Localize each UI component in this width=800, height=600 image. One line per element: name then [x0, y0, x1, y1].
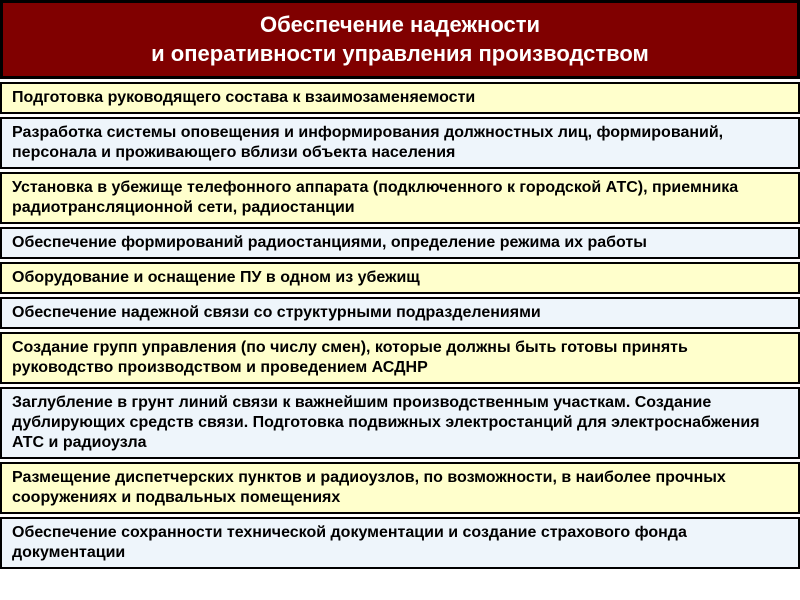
items-list: Подготовка руководящего состава к взаимо…	[0, 82, 800, 569]
header-line-2: и оперативности управления производством	[13, 40, 787, 69]
list-item: Обеспечение сохранности технической доку…	[0, 517, 800, 569]
list-item: Обеспечение формирований радиостанциями,…	[0, 227, 800, 259]
list-item: Оборудование и оснащение ПУ в одном из у…	[0, 262, 800, 294]
header-line-1: Обеспечение надежности	[13, 11, 787, 40]
list-item: Создание групп управления (по числу смен…	[0, 332, 800, 384]
list-item: Подготовка руководящего состава к взаимо…	[0, 82, 800, 114]
list-item: Заглубление в грунт линий связи к важней…	[0, 387, 800, 459]
list-item: Размещение диспетчерских пунктов и радио…	[0, 462, 800, 514]
list-item: Установка в убежище телефонного аппарата…	[0, 172, 800, 224]
slide-container: Обеспечение надежности и оперативности у…	[0, 0, 800, 569]
list-item: Обеспечение надежной связи со структурны…	[0, 297, 800, 329]
slide-header: Обеспечение надежности и оперативности у…	[0, 0, 800, 79]
list-item: Разработка системы оповещения и информир…	[0, 117, 800, 169]
